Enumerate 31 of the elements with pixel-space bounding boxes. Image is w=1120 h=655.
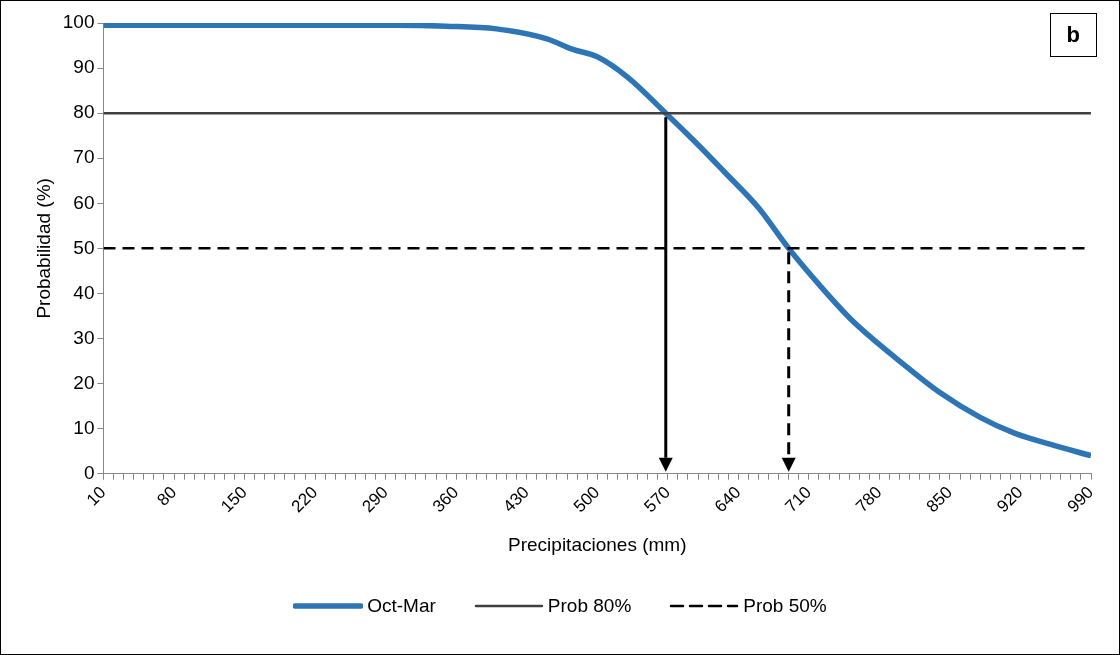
x-tick-label: 780	[852, 482, 886, 517]
x-tick-label: 640	[710, 482, 745, 517]
x-tick-label: 290	[358, 482, 392, 517]
x-tick-label: 430	[499, 482, 533, 517]
y-tick-label: 50	[73, 236, 95, 258]
y-tick-label: 80	[73, 101, 95, 123]
y-tick-label: 20	[73, 371, 95, 393]
x-tick-label: 150	[217, 482, 251, 517]
x-tick-label: 920	[993, 482, 1027, 517]
x-tick-label: 990	[1063, 482, 1098, 517]
y-axis-title: Probabilidad (%)	[32, 178, 54, 319]
x-tick-label: 80	[153, 482, 181, 510]
y-tick-label: 10	[73, 416, 95, 438]
annotation: b	[1049, 13, 1097, 57]
y-tick-label: 40	[73, 281, 95, 303]
legend-label: Prob 50%	[743, 595, 827, 617]
legend-label: Prob 80%	[547, 595, 632, 617]
y-tick-label: 100	[62, 11, 95, 33]
x-tick-label: 850	[922, 482, 957, 517]
y-tick-label: 90	[73, 56, 95, 78]
x-tick-label: 220	[287, 482, 322, 517]
x-tick-label: 570	[640, 482, 674, 517]
x-tick-label: 710	[781, 482, 815, 517]
y-tick-label: 0	[83, 461, 95, 483]
x-tick-label: 360	[428, 482, 463, 517]
x-axis-title: Precipitaciones (mm)	[508, 533, 687, 555]
y-tick-label: 30	[73, 326, 95, 348]
y-tick-label: 60	[73, 191, 95, 213]
legend-label: Oct-Mar	[367, 595, 436, 617]
y-tick-label: 70	[73, 146, 95, 168]
x-tick-label: 500	[569, 482, 604, 517]
